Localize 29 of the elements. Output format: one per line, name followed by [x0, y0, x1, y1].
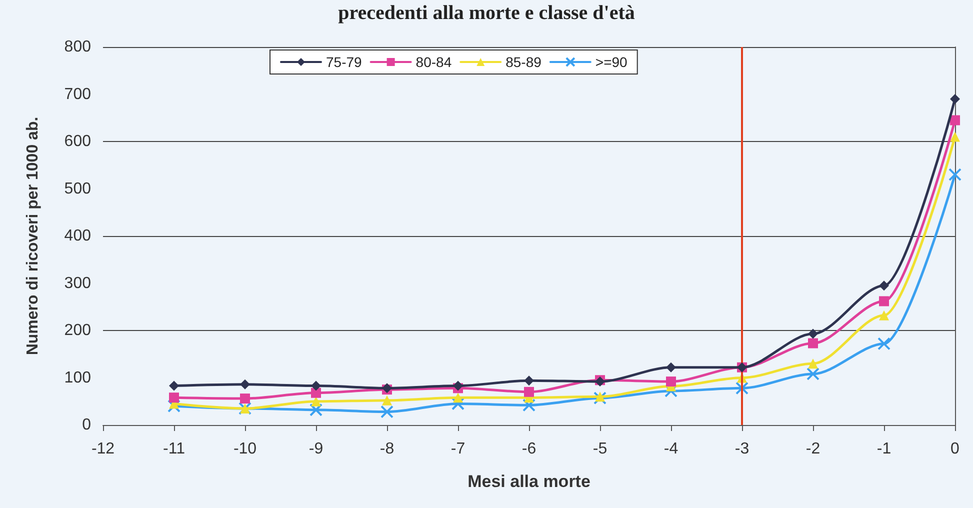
legend-label: 85-89: [506, 54, 542, 70]
legend-label: 80-84: [416, 54, 452, 70]
x-tick-label: -10: [233, 440, 257, 458]
x-tick-label: -6: [522, 440, 536, 458]
legend-label: >=90: [595, 54, 628, 70]
y-tick-label: 300: [64, 274, 92, 292]
y-tick-label: 200: [64, 322, 92, 339]
y-tick-label: 500: [64, 180, 92, 198]
x-tick-label: -4: [664, 440, 678, 458]
x-tick-label: -9: [308, 440, 324, 458]
x-tick-label: -2: [806, 440, 820, 458]
y-tick-label: 100: [64, 369, 92, 386]
chart-title: precedenti alla morte e classe d'età: [338, 2, 635, 24]
x-tick-label: -7: [450, 440, 466, 458]
x-tick-label: -3: [734, 440, 750, 458]
x-tick-label: -11: [163, 440, 186, 458]
y-tick-label: 400: [64, 228, 92, 244]
x-tick-label: 0: [950, 440, 960, 458]
y-tick-label: 700: [64, 86, 92, 103]
x-tick-label: -1: [876, 440, 892, 458]
y-axis-title: Numero di ricoveri per 1000 ab.: [24, 116, 42, 356]
y-tick-label: 0: [82, 416, 92, 434]
x-axis-title: Mesi alla morte: [468, 472, 590, 491]
y-tick-label: 600: [64, 133, 92, 150]
x-tick-label: -12: [91, 440, 115, 458]
x-tick-label: -8: [380, 440, 394, 458]
y-tick-label: 800: [64, 38, 92, 56]
legend-label: 75-79: [326, 54, 362, 70]
x-tick-label: -5: [592, 440, 608, 458]
